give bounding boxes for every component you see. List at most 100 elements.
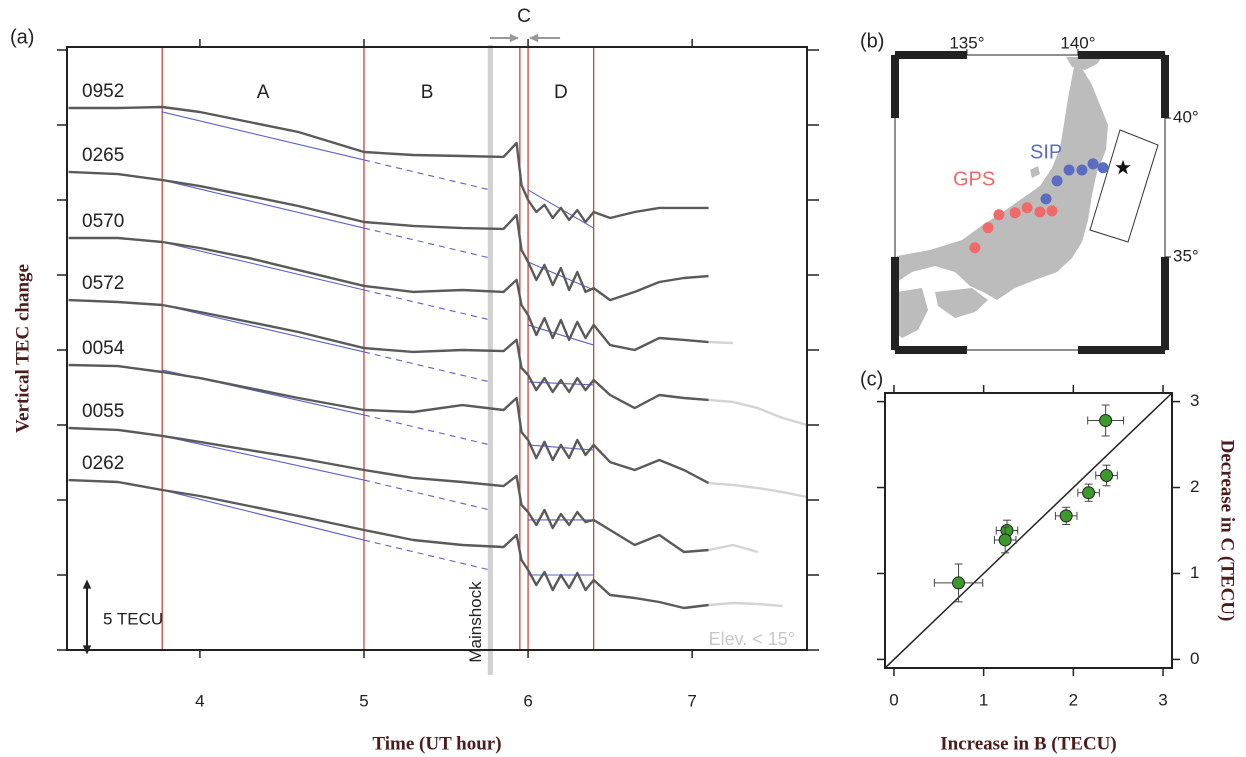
mainshock-label: Mainshock: [466, 581, 485, 663]
map-border: [891, 55, 899, 119]
hokkaido: [1066, 57, 1102, 70]
sip-point: [1063, 164, 1075, 176]
tec-curve: [68, 236, 709, 352]
gps-point: [1009, 207, 1021, 219]
tec-curve: [68, 363, 710, 485]
honshu: [897, 62, 1108, 300]
region-label: B: [421, 82, 434, 103]
sip-point: [1040, 193, 1052, 205]
y-tick-label: 0: [1190, 649, 1199, 668]
trend-line: [528, 381, 594, 386]
gps-label: GPS: [953, 168, 995, 190]
x-tick-label: 2: [1069, 690, 1078, 709]
trend-line: [162, 435, 365, 481]
trend-line: [162, 179, 365, 229]
y-tick-label: 1: [1190, 563, 1199, 582]
data-point: [1059, 509, 1073, 523]
fault-box: [1089, 129, 1159, 243]
panel-label: (a): [10, 26, 34, 48]
data-point: [1099, 414, 1113, 427]
map-border: [1077, 51, 1165, 59]
map-border: [895, 346, 967, 354]
elevation-note: Elev. < 15°: [709, 629, 795, 649]
gps-point: [982, 222, 994, 234]
trend-line: [363, 159, 491, 191]
low-elevation-curve: [708, 340, 734, 345]
x-tick-label: 4: [195, 691, 204, 710]
data-point: [1100, 469, 1114, 482]
tec-curve: [68, 170, 709, 302]
tec-curve: [68, 298, 709, 410]
scale-bar-label: 5 TECU: [103, 609, 163, 628]
data-point: [1082, 486, 1096, 500]
tec-curve: [68, 105, 709, 224]
map-land: [897, 57, 1159, 338]
sip-label: SIP: [1030, 141, 1062, 163]
low-elevation-curve: [708, 543, 759, 554]
x-tick-label: 5: [359, 691, 368, 710]
x-tick-label: 0: [889, 690, 898, 709]
map-border: [895, 51, 967, 59]
trend-line: [162, 111, 365, 161]
x-tick-label: 7: [687, 691, 696, 710]
sado: [1030, 166, 1040, 178]
tec-curve: [68, 426, 709, 554]
trend-line: [162, 489, 365, 541]
station-label: 0262: [82, 453, 124, 474]
lon-label: 135°: [949, 33, 984, 52]
low-elevation-curve: [708, 398, 808, 427]
station-label: 0265: [82, 145, 124, 166]
kyushu: [897, 288, 928, 338]
map-border: [891, 256, 899, 350]
gps-point: [969, 242, 981, 254]
trend-line: [162, 304, 365, 353]
x-tick-label: 3: [1158, 690, 1167, 709]
sip-point: [1087, 158, 1099, 170]
scale-bar-head: [82, 579, 92, 589]
sip-point: [1097, 162, 1109, 174]
one-to-one-line: [884, 392, 1173, 669]
shikoku: [935, 288, 988, 318]
x-tick-label: 1: [979, 690, 988, 709]
sip-point: [1051, 175, 1063, 187]
epicenter-star: [1115, 159, 1131, 175]
station-label: 0570: [82, 211, 124, 232]
trend-line: [363, 289, 491, 321]
low-elevation-curve: [708, 481, 808, 499]
panel-label: (c): [860, 368, 883, 390]
map-border: [1161, 55, 1169, 119]
region-label: C: [517, 6, 531, 27]
y-axis-label: Vertical TEC change: [12, 264, 33, 433]
lat-label: 35°: [1173, 246, 1199, 265]
panel-label: (b): [860, 30, 884, 52]
data-point: [998, 533, 1012, 547]
x-axis-label: Increase in B (TECU): [940, 733, 1116, 754]
region-label: D: [554, 82, 568, 103]
plot-frame: [884, 392, 1173, 669]
lat-label: 40°: [1173, 108, 1199, 127]
data-point: [952, 576, 966, 590]
c-arrow-head: [529, 33, 539, 43]
station-label: 0054: [82, 338, 125, 359]
trend-line: [363, 227, 491, 259]
station-label: 0572: [82, 273, 124, 294]
trend-line: [363, 351, 491, 383]
tec-curve: [68, 478, 709, 610]
trend-line: [363, 479, 491, 511]
sip-point: [1076, 164, 1088, 176]
lon-label: 140°: [1060, 33, 1095, 52]
gps-point: [1021, 202, 1033, 214]
y-tick-label: 2: [1190, 477, 1199, 496]
station-label: 0952: [82, 81, 124, 102]
gps-point: [1046, 205, 1058, 217]
y-tick-label: 3: [1190, 391, 1199, 410]
c-arrow-head: [509, 33, 519, 43]
map-border: [1161, 256, 1169, 350]
gps-point: [1034, 206, 1046, 218]
x-tick-label: 6: [523, 691, 532, 710]
map-frame: [894, 54, 1166, 351]
y-axis-label: Decrease in C (TECU): [1217, 440, 1238, 622]
x-axis-label: Time (UT hour): [372, 733, 501, 754]
low-elevation-curve: [708, 601, 783, 608]
